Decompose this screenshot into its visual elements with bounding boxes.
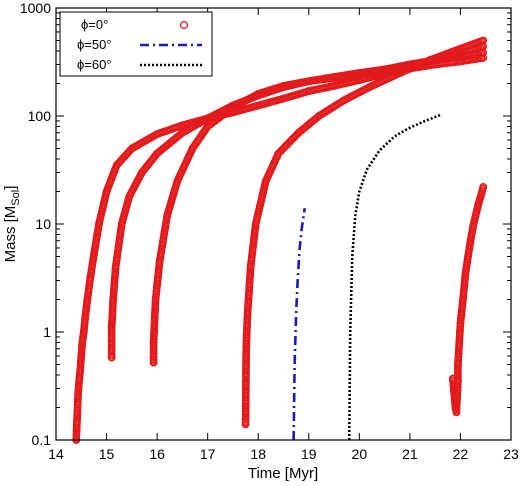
- y-tick-label: 1: [43, 324, 51, 340]
- x-tick-label: 22: [453, 446, 469, 462]
- legend-label-phi60: ϕ=60°: [77, 57, 112, 72]
- y-axis-label: Mass [MSol]: [2, 186, 22, 263]
- x-tick-label: 15: [99, 446, 115, 462]
- legend-label-phi0: ϕ=0°: [81, 17, 108, 32]
- legend: ϕ=0° ϕ=50° ϕ=60°: [59, 11, 213, 77]
- x-tick-label: 19: [301, 446, 317, 462]
- data-point: [479, 54, 488, 62]
- x-tick-label: 17: [200, 446, 216, 462]
- y-tick-label: 1000: [20, 0, 51, 16]
- series-phi60-line: [347, 113, 441, 441]
- y-axis-label-main: Mass [M: [2, 206, 19, 263]
- axis-layer: 14 15 16 17 18 19 20 21 22 23 0.1 1 10 100 1000: [20, 0, 519, 462]
- series-phi0: [72, 36, 488, 444]
- x-tick-label: 14: [48, 446, 64, 462]
- data-layer: [72, 36, 488, 444]
- y-axis-label-end: ]: [2, 186, 19, 190]
- y-tick-label: 10: [35, 216, 51, 232]
- series-phi50-line: [292, 208, 307, 441]
- y-axis-label-sub: Sol: [10, 190, 22, 206]
- x-tick-label: 16: [149, 446, 165, 462]
- data-point: [479, 183, 488, 191]
- y-tick-label: 100: [28, 108, 52, 124]
- x-tick-label: 20: [352, 446, 368, 462]
- x-axis-label: Time [Myr]: [248, 465, 318, 482]
- legend-label-phi50: ϕ=50°: [77, 37, 112, 52]
- x-tick-label: 21: [402, 446, 418, 462]
- y-tick-label: 0.1: [32, 432, 52, 448]
- x-tick-label: 18: [250, 446, 266, 462]
- x-tick-label: 23: [503, 446, 519, 462]
- legend-marker-phi0: [179, 20, 189, 30]
- data-point: [479, 36, 488, 45]
